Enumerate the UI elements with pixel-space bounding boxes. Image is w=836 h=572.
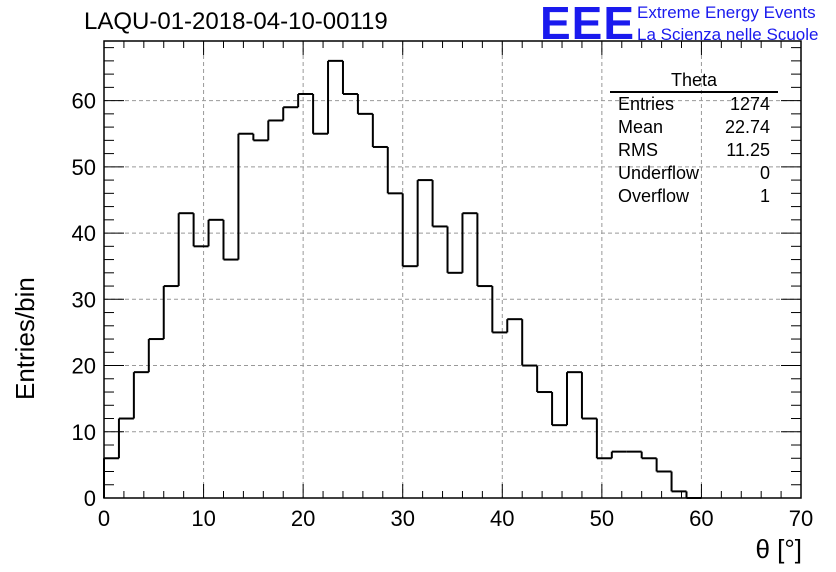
chart-title: LAQU-01-2018-04-10-00119 [84, 8, 388, 35]
stats-label: Underflow [618, 163, 700, 183]
x-tick-label: 40 [490, 506, 514, 531]
x-tick-label: 70 [789, 506, 813, 531]
stats-row-mean: Mean 22.74 [610, 116, 778, 139]
org-name-line1: Extreme Energy Events [637, 3, 816, 22]
stats-box: Theta Entries 1274 Mean 22.74 RMS 11.25 … [610, 70, 778, 208]
y-tick-label: 20 [72, 354, 96, 379]
x-tick-label: 60 [689, 506, 713, 531]
stats-label: RMS [618, 140, 658, 160]
stats-value: 11.25 [726, 140, 770, 160]
stats-label: Mean [618, 117, 664, 137]
stats-row-rms: RMS 11.25 [610, 139, 778, 162]
y-tick-label: 60 [72, 89, 96, 114]
x-tick-label: 10 [191, 506, 215, 531]
stats-box-title: Theta [610, 70, 778, 93]
y-tick-label: 10 [72, 420, 96, 445]
x-tick-label: 50 [590, 506, 614, 531]
y-tick-label: 50 [72, 155, 96, 180]
axis-ticks [103, 41, 802, 499]
stats-value: 1274 [729, 94, 770, 114]
stats-value: 1 [759, 186, 770, 206]
y-tick-label: 30 [72, 287, 96, 312]
histogram-bars [103, 59, 702, 499]
y-tick-label: 40 [72, 221, 96, 246]
y-axis-label-text: Entries/bin [10, 277, 40, 400]
x-tick-label: 0 [98, 506, 110, 531]
stats-row-entries: Entries 1274 [610, 93, 778, 116]
stats-row-overflow: Overflow 1 [610, 185, 778, 208]
org-name-line2: La Scienza nelle Scuole [637, 25, 819, 44]
x-tick-label: 20 [291, 506, 315, 531]
stats-value: 22.74 [724, 117, 770, 137]
plot-frame [103, 40, 802, 499]
grid-lines [104, 41, 801, 498]
stats-label: Overflow [618, 186, 690, 206]
stats-value: 0 [759, 163, 770, 183]
x-axis-label: θ [°] [755, 534, 802, 564]
x-tick-label: 30 [390, 506, 414, 531]
stats-row-underflow: Underflow 0 [610, 162, 778, 185]
stats-label: Entries [618, 94, 675, 114]
y-axis-label: Entries/bin [8, 220, 40, 400]
y-tick-label: 0 [84, 486, 96, 511]
eee-logo: EEE [540, 0, 636, 49]
